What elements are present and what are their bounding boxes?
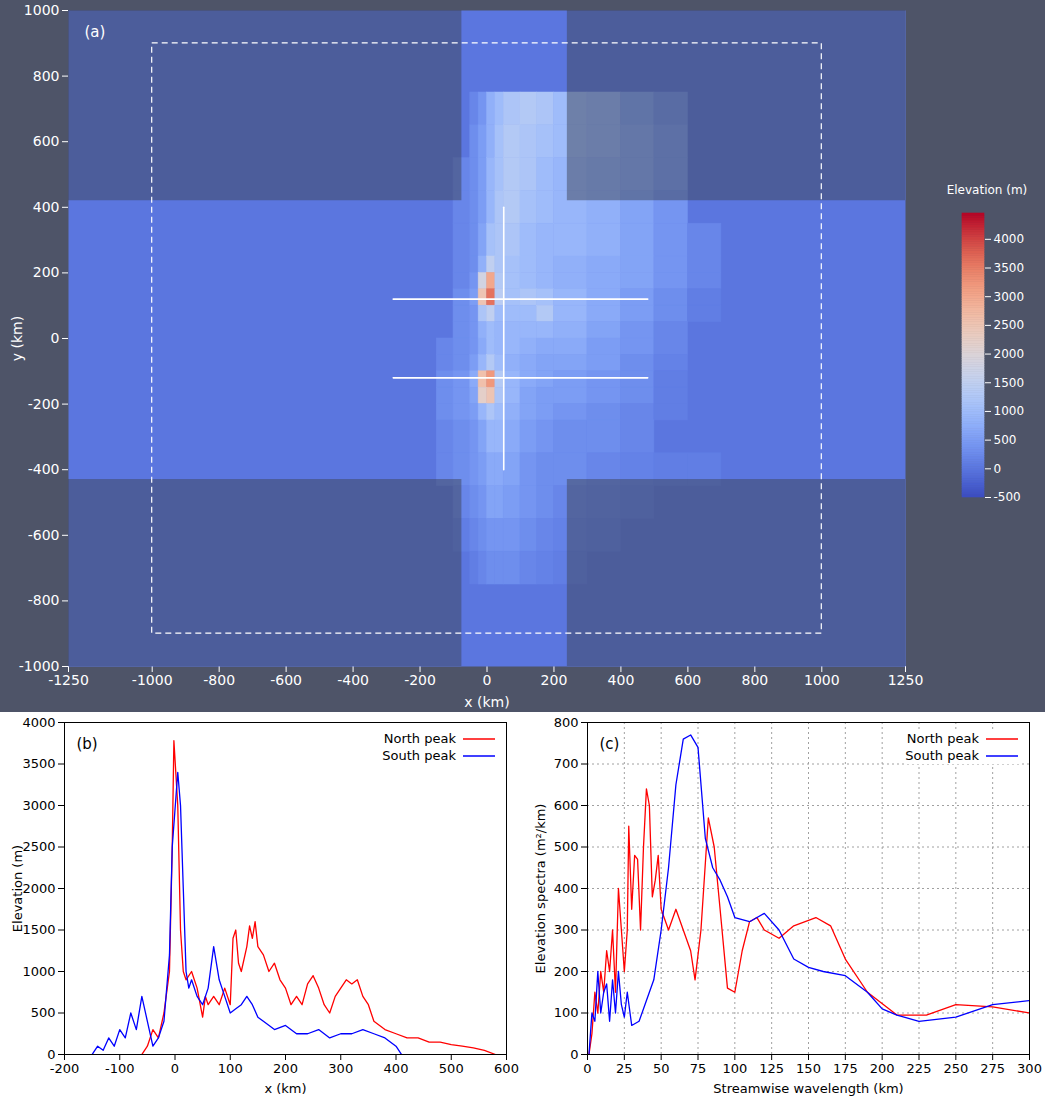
svg-text:0: 0: [483, 672, 492, 688]
svg-text:x (km): x (km): [464, 694, 509, 710]
svg-text:4000: 4000: [22, 715, 55, 730]
svg-text:-100: -100: [105, 1061, 135, 1076]
svg-text:4000: 4000: [994, 232, 1025, 246]
svg-text:-600: -600: [28, 527, 60, 543]
svg-text:2500: 2500: [22, 839, 55, 854]
svg-text:400: 400: [33, 199, 60, 215]
svg-text:700: 700: [554, 756, 579, 771]
svg-text:-200: -200: [28, 396, 60, 412]
svg-text:1000: 1000: [24, 2, 60, 18]
svg-text:75: 75: [690, 1061, 707, 1076]
svg-text:200: 200: [870, 1061, 895, 1076]
svg-text:3000: 3000: [994, 290, 1025, 304]
svg-text:100: 100: [218, 1061, 243, 1076]
svg-text:400: 400: [384, 1061, 409, 1076]
html-text:South peak: South peak: [905, 748, 979, 763]
svg-text:275: 275: [980, 1061, 1005, 1076]
svg-text:400: 400: [608, 672, 635, 688]
svg-text:800: 800: [741, 672, 768, 688]
html-text:North peak: North peak: [383, 731, 456, 746]
svg-text:1000: 1000: [994, 404, 1025, 418]
svg-text:-1250: -1250: [48, 672, 89, 688]
svg-text:800: 800: [554, 715, 579, 730]
svg-text:25: 25: [616, 1061, 633, 1076]
svg-text:-800: -800: [28, 592, 60, 608]
svg-text:Elevation spectra (m²/km): Elevation spectra (m²/km): [533, 804, 548, 974]
svg-text:0: 0: [47, 1047, 55, 1062]
svg-text:600: 600: [33, 133, 60, 149]
svg-text:500: 500: [31, 1005, 56, 1020]
html-text:Elevation (m): Elevation (m): [946, 183, 1028, 197]
svg-text:3500: 3500: [22, 756, 55, 771]
html-text:North peak: North peak: [906, 731, 979, 746]
svg-text:3000: 3000: [22, 798, 55, 813]
svg-text:y (km): y (km): [9, 316, 25, 361]
svg-text:100: 100: [554, 1005, 579, 1020]
svg-text:2000: 2000: [994, 347, 1025, 361]
svg-text:3500: 3500: [994, 261, 1025, 275]
svg-text:x (km): x (km): [264, 1081, 306, 1096]
svg-text:-500: -500: [994, 490, 1021, 504]
svg-text:200: 200: [33, 264, 60, 280]
svg-text:600: 600: [494, 1061, 519, 1076]
svg-text:(a): (a): [85, 23, 106, 41]
svg-text:2500: 2500: [994, 318, 1025, 332]
svg-text:500: 500: [994, 433, 1017, 447]
svg-text:500: 500: [554, 839, 579, 854]
svg-text:1250: 1250: [888, 672, 924, 688]
svg-text:200: 200: [273, 1061, 298, 1076]
svg-text:-1000: -1000: [18, 658, 60, 674]
svg-text:400: 400: [554, 881, 579, 896]
svg-text:-600: -600: [270, 672, 302, 688]
svg-text:Elevation (m): Elevation (m): [10, 845, 25, 932]
html-text:South peak: South peak: [382, 748, 456, 763]
svg-text:0: 0: [583, 1061, 591, 1076]
svg-text:150: 150: [796, 1061, 821, 1076]
svg-text:300: 300: [1017, 1061, 1042, 1076]
svg-text:-200: -200: [404, 672, 436, 688]
svg-text:-400: -400: [28, 461, 60, 477]
svg-text:(c): (c): [600, 735, 620, 753]
svg-text:600: 600: [675, 672, 702, 688]
svg-text:0: 0: [171, 1061, 179, 1076]
svg-text:175: 175: [833, 1061, 858, 1076]
svg-text:-400: -400: [337, 672, 369, 688]
svg-text:-1000: -1000: [132, 672, 173, 688]
svg-text:100: 100: [722, 1061, 747, 1076]
svg-text:125: 125: [759, 1061, 784, 1076]
svg-text:1500: 1500: [22, 922, 55, 937]
svg-text:-800: -800: [203, 672, 235, 688]
svg-text:300: 300: [328, 1061, 353, 1076]
svg-text:0: 0: [51, 330, 60, 346]
svg-text:Streamwise wavelength (km): Streamwise wavelength (km): [713, 1081, 903, 1096]
svg-text:200: 200: [541, 672, 568, 688]
svg-text:-200: -200: [50, 1061, 80, 1076]
svg-text:0: 0: [570, 1047, 578, 1062]
svg-text:1000: 1000: [804, 672, 840, 688]
svg-text:300: 300: [554, 922, 579, 937]
svg-text:50: 50: [653, 1061, 670, 1076]
svg-text:2000: 2000: [22, 881, 55, 896]
svg-text:1500: 1500: [994, 376, 1025, 390]
svg-text:800: 800: [33, 68, 60, 84]
svg-text:200: 200: [554, 964, 579, 979]
svg-text:0: 0: [994, 462, 1002, 476]
svg-text:225: 225: [907, 1061, 932, 1076]
svg-text:250: 250: [943, 1061, 968, 1076]
svg-text:(b): (b): [77, 735, 98, 753]
svg-text:600: 600: [554, 798, 579, 813]
svg-text:1000: 1000: [22, 964, 55, 979]
svg-text:500: 500: [439, 1061, 464, 1076]
